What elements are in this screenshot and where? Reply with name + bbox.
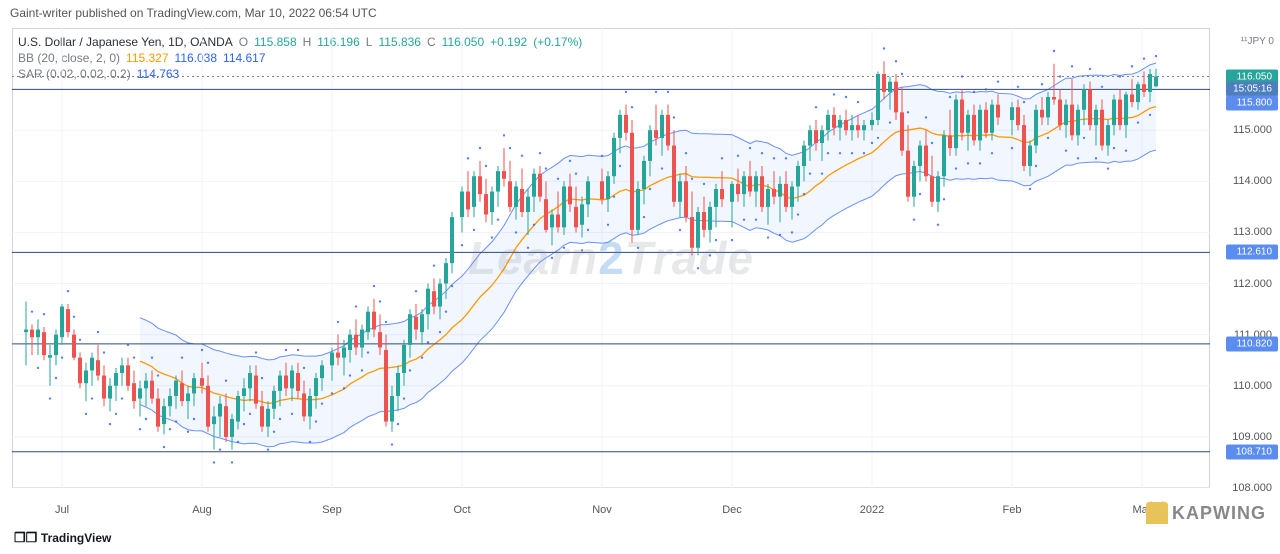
axis-corner: ¹¹JPY 0 — [1241, 36, 1274, 47]
time-label: Sep — [322, 504, 342, 516]
price-tag: 15:05:16 — [1226, 82, 1278, 97]
price-chart[interactable]: Learn2Trade — [12, 28, 1210, 488]
price-tag: 110.820 — [1226, 336, 1278, 351]
kapwing-icon — [1146, 502, 1168, 524]
time-label: Oct — [453, 504, 470, 516]
tradingview-logo: ❒❒ TradingView — [14, 530, 111, 546]
price-tag: 108.710 — [1226, 444, 1278, 459]
price-axis[interactable]: ¹¹JPY 0 108.000109.000110.000111.000112.… — [1212, 28, 1280, 488]
price-tick: 113.000 — [1233, 226, 1272, 238]
time-label: Dec — [722, 504, 742, 516]
price-tag: 112.610 — [1226, 245, 1278, 260]
kapwing-watermark: KAPWING — [1146, 502, 1266, 524]
price-tag: 115.800 — [1226, 96, 1278, 111]
time-axis[interactable]: JulAugSepOctNovDec2022FebMar — [12, 504, 1210, 522]
price-tick: 108.000 — [1232, 482, 1272, 494]
price-tick: 112.000 — [1233, 278, 1272, 290]
time-label: Nov — [592, 504, 612, 516]
time-label: Aug — [192, 504, 212, 516]
price-tick: 114.000 — [1233, 175, 1272, 187]
price-tick: 109.000 — [1232, 431, 1272, 443]
time-label: Feb — [1003, 504, 1022, 516]
time-label: Jul — [55, 504, 69, 516]
time-label: 2022 — [860, 504, 884, 516]
price-tick: 115.000 — [1233, 124, 1272, 136]
price-tick: 110.000 — [1233, 380, 1272, 392]
publisher-line: Gaint-writer published on TradingView.co… — [10, 6, 377, 20]
